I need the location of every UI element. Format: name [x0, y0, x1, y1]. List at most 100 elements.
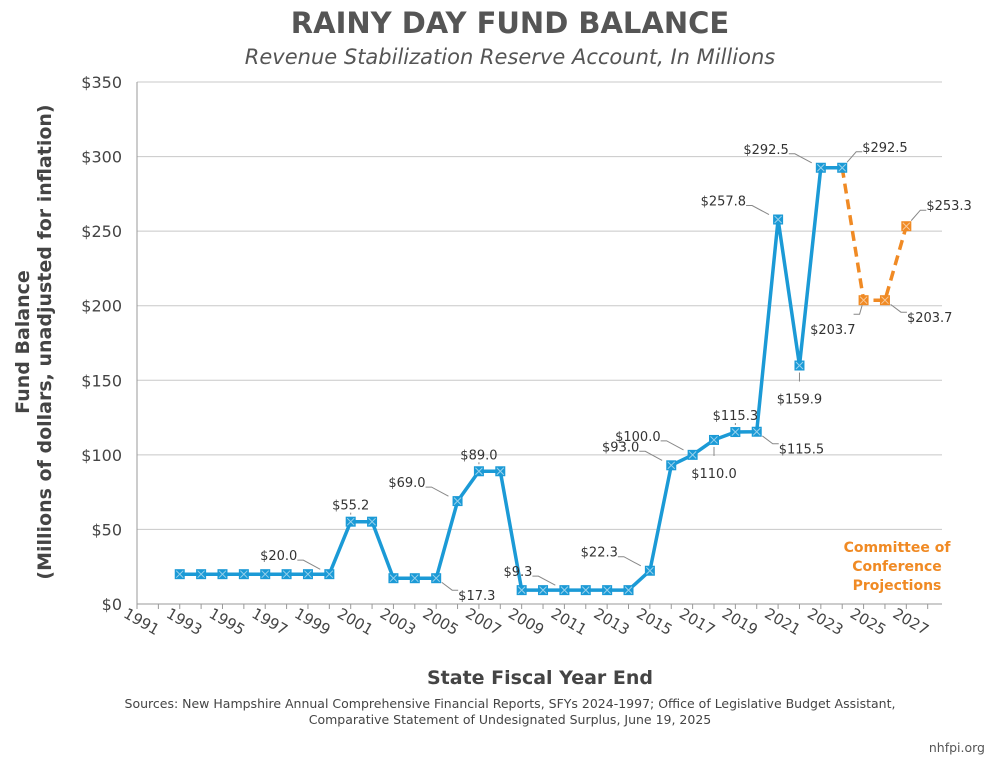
x-tick-label: 2023 [804, 604, 846, 639]
leader-line [910, 209, 927, 221]
actual-point [345, 516, 356, 527]
x-tick-label: 2019 [719, 604, 761, 639]
data-label-text: $159.9 [777, 393, 823, 408]
x-tick-label: 2025 [847, 604, 889, 639]
data-label: $257.8 [701, 195, 770, 216]
actual-point [174, 569, 185, 580]
data-label: $292.5 [846, 141, 908, 163]
actual-point [687, 449, 698, 460]
data-label-text: $292.5 [862, 141, 908, 156]
data-label: $115.3 [713, 409, 759, 426]
x-axis-ticks: 1991 1993 1995 1997 1999 2001 2003 2005 2007 2009… [120, 604, 932, 639]
projection-annotation: Committee of Conference Projections [844, 540, 952, 594]
actual-point [602, 585, 613, 596]
leader-line [532, 575, 556, 586]
data-point-markers [174, 162, 912, 596]
x-tick-label: 2015 [633, 604, 675, 639]
leader-line [639, 450, 663, 461]
data-label-text: $253.3 [926, 199, 972, 214]
x-tick-label: 2009 [505, 604, 547, 639]
actual-point [644, 565, 655, 576]
data-label-text: $20.0 [260, 549, 297, 564]
x-tick-label: 2007 [462, 604, 504, 639]
data-label: $115.5 [762, 435, 825, 458]
x-tick-label: 1993 [163, 604, 205, 639]
x-tick-label: 1995 [206, 604, 248, 639]
actual-point [580, 585, 591, 596]
data-label-text: $110.0 [691, 467, 737, 482]
actual-point [495, 466, 506, 477]
leader-line [853, 304, 863, 315]
x-tick-label: 2003 [377, 604, 419, 639]
y-tick-label: $350 [81, 73, 122, 92]
data-labels: $20.0$55.2$17.3$69.0$89.0$9.3$22.3$93.0$… [260, 141, 972, 604]
x-tick-label: 1991 [120, 604, 162, 639]
actual-point [367, 516, 378, 527]
actual-point [473, 466, 484, 477]
data-label-text: $55.2 [332, 499, 369, 514]
actual-point [452, 496, 463, 507]
projection-point [901, 221, 912, 232]
data-label-text: $22.3 [581, 546, 618, 561]
actual-point [666, 460, 677, 471]
y-tick-label: $150 [81, 371, 122, 390]
chart-title: RAINY DAY FUND BALANCE [291, 6, 729, 40]
actual-point [324, 569, 335, 580]
data-label-text: $115.5 [779, 443, 825, 458]
data-label-text: $115.3 [713, 409, 759, 424]
y-axis-ticks: $0 $50 $100 $150 $200 $250 $300 $350 [81, 73, 122, 614]
y-axis-title-line-1: Fund Balance [12, 270, 34, 414]
x-tick-label: 2013 [591, 604, 633, 639]
y-tick-label: $200 [81, 297, 122, 316]
data-label-text: $292.5 [743, 143, 789, 158]
leader-line [617, 556, 642, 567]
x-tick-label: 1997 [249, 604, 291, 639]
actual-point [623, 585, 634, 596]
y-tick-label: $250 [81, 222, 122, 241]
leader-line [846, 151, 863, 163]
data-label: $253.3 [910, 199, 972, 221]
y-axis-title: Fund Balance (Millions of dollars, unadj… [12, 104, 56, 579]
source-line-2: Comparative Statement of Undesignated Su… [309, 712, 712, 727]
data-label-text: $257.8 [701, 195, 747, 210]
leader-line [441, 581, 459, 591]
leader-line [660, 440, 684, 451]
y-tick-label: $50 [91, 520, 122, 539]
data-label-text: $203.7 [907, 311, 953, 326]
leader-line [788, 153, 812, 164]
actual-point [238, 569, 249, 580]
data-label: $69.0 [388, 476, 449, 497]
data-label: $100.0 [615, 430, 684, 451]
actual-point [281, 569, 292, 580]
x-tick-label: 2021 [762, 604, 804, 639]
leader-line [746, 205, 770, 216]
data-label: $110.0 [691, 446, 737, 482]
leader-line [297, 559, 321, 570]
actual-point [260, 569, 271, 580]
data-label-text: $100.0 [615, 430, 661, 445]
actual-point [773, 214, 784, 225]
x-axis-title: State Fiscal Year End [427, 667, 653, 689]
actual-point [751, 426, 762, 437]
source-line-1: Sources: New Hampshire Annual Comprehens… [125, 696, 896, 711]
x-tick-label: 2011 [548, 604, 590, 639]
data-label-text: $9.3 [503, 565, 532, 580]
data-label-text: $203.7 [810, 323, 856, 338]
actual-point [815, 162, 826, 173]
x-tick-label: 1999 [291, 604, 333, 639]
actual-point [409, 573, 420, 584]
data-label: $55.2 [332, 499, 369, 515]
data-label: $203.7 [890, 303, 953, 326]
actual-point [516, 585, 527, 596]
chart-subtitle: Revenue Stabilization Reserve Account, I… [245, 45, 775, 69]
annotation-line-1: Committee of [844, 540, 952, 556]
actual-point [217, 569, 228, 580]
actual-point [794, 360, 805, 371]
x-tick-label: 2001 [334, 604, 376, 639]
leader-line [762, 435, 779, 445]
x-tick-label: 2017 [676, 604, 718, 639]
data-label: $22.3 [581, 546, 642, 567]
leader-line [890, 303, 907, 313]
actual-point [538, 585, 549, 596]
data-label-text: $89.0 [460, 448, 497, 463]
